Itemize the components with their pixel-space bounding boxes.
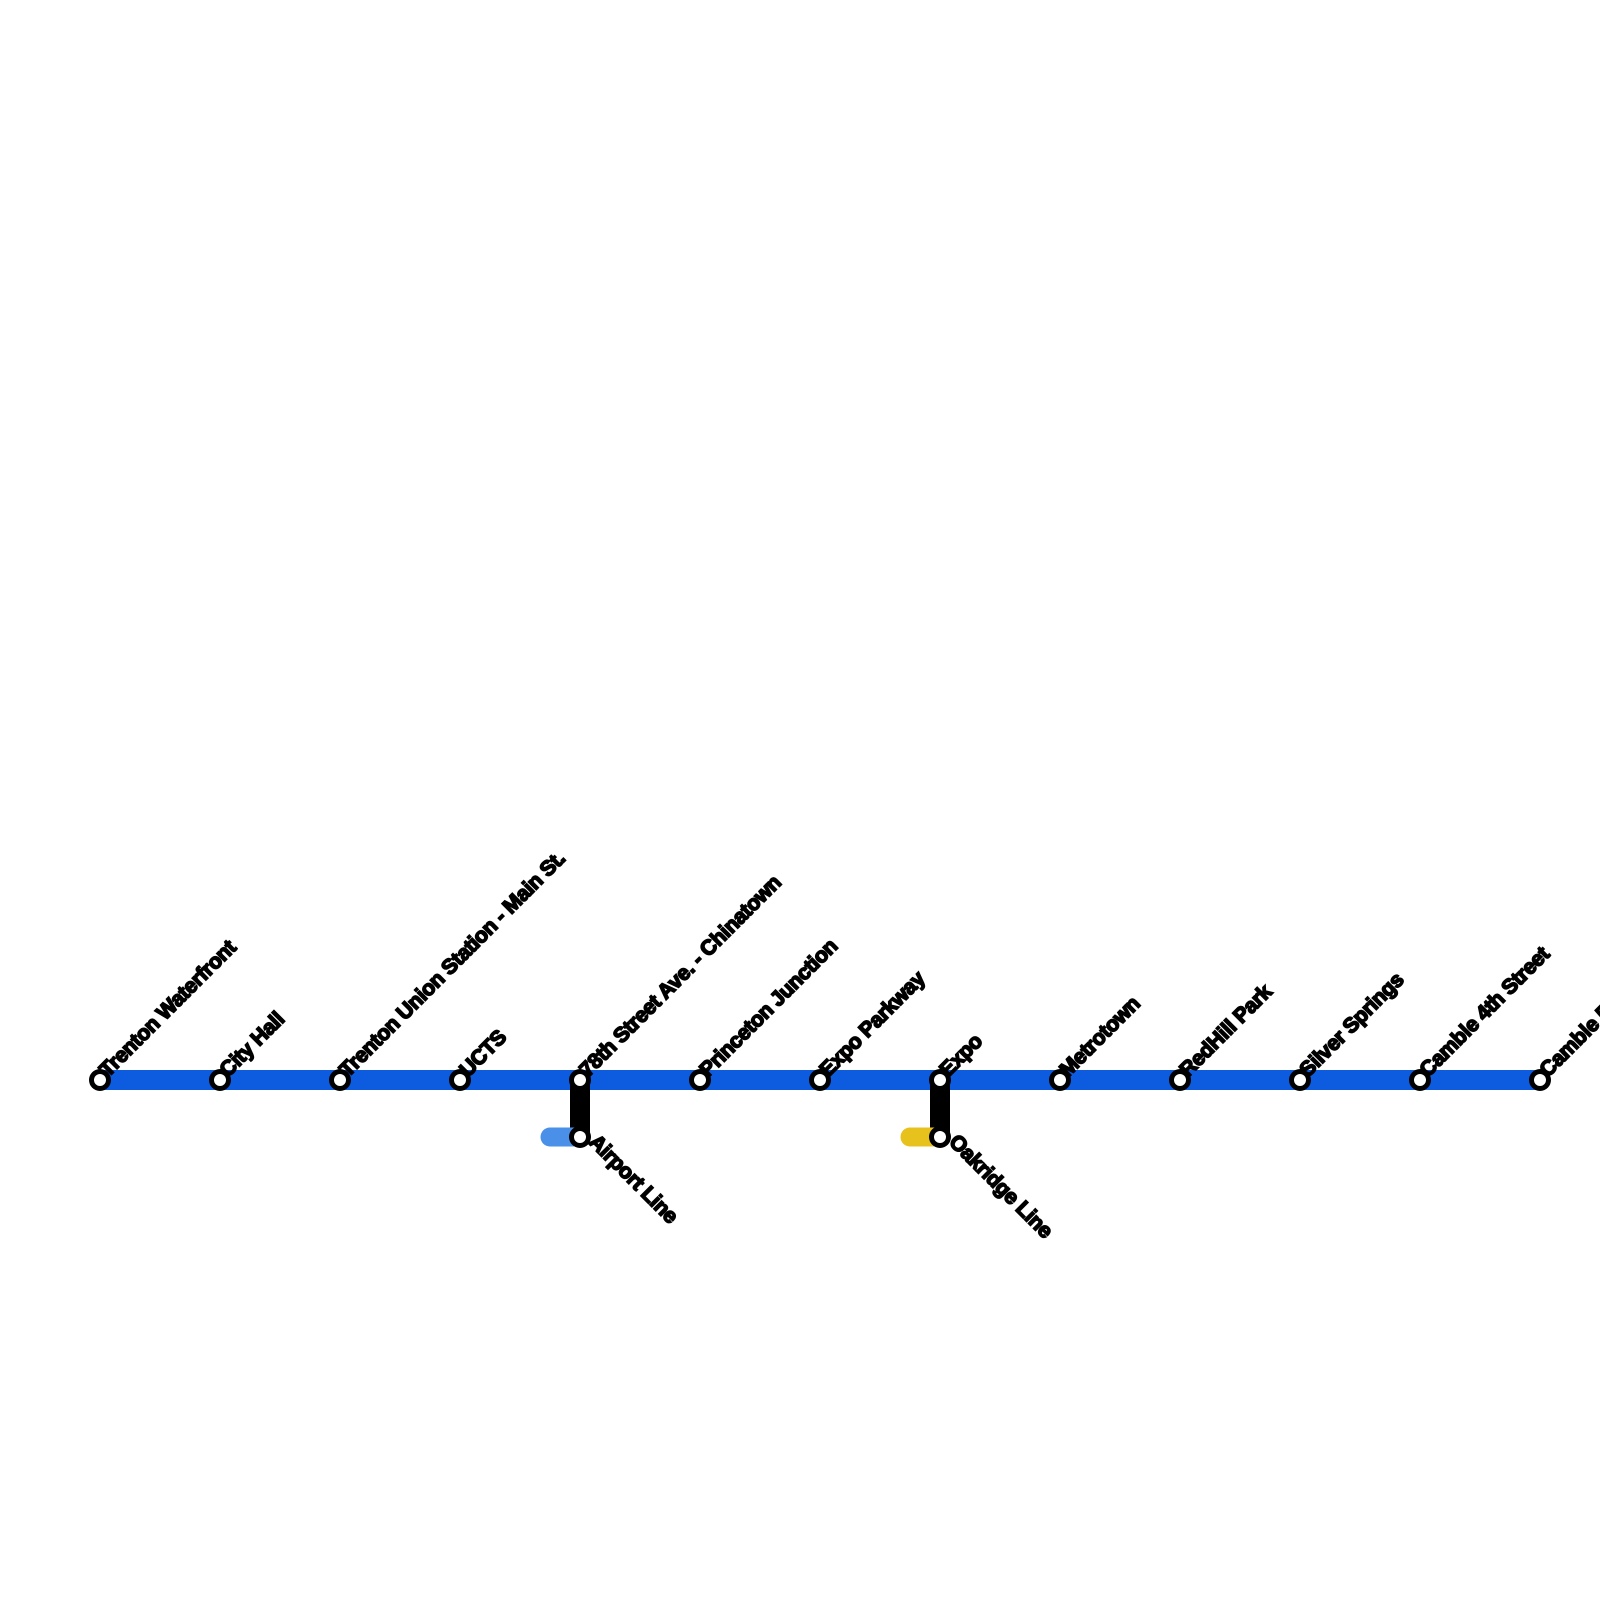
svg-text:Trenton Waterfront: Trenton Waterfront xyxy=(95,936,241,1082)
svg-text:Expo Parkway: Expo Parkway xyxy=(815,967,930,1082)
svg-text:78th Street Ave. - Chinatown: 78th Street Ave. - Chinatown xyxy=(575,871,786,1082)
svg-text:Trenton Union Station - Main S: Trenton Union Station - Main St. xyxy=(335,847,570,1082)
svg-text:Silver Springs: Silver Springs xyxy=(1295,968,1408,1081)
svg-text:Camble 4th Street: Camble 4th Street xyxy=(1415,942,1554,1081)
svg-text:Metrotown: Metrotown xyxy=(1055,992,1144,1081)
svg-text:Oakridge Line: Oakridge Line xyxy=(944,1130,1057,1243)
svg-text:RedHill Park: RedHill Park xyxy=(1175,980,1277,1082)
svg-text:Airport Line: Airport Line xyxy=(584,1130,682,1228)
